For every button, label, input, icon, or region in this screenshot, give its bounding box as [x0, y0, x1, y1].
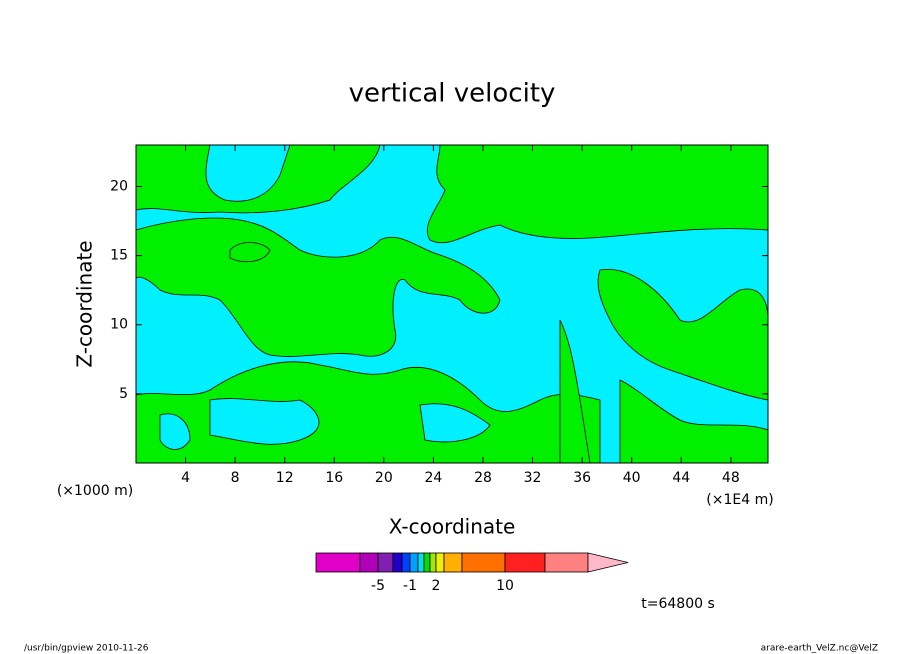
- contour-field: [136, 145, 768, 463]
- colorbar-tick-label: 10: [496, 578, 514, 594]
- colorbar-extension: [587, 552, 629, 573]
- x-tick-label: 36: [573, 470, 591, 486]
- y-unit: (×1000 m): [57, 483, 133, 499]
- x-tick-label: 12: [276, 470, 294, 486]
- colorbar-tick-label: 2: [432, 578, 441, 594]
- colorbar-tick-label: -5: [371, 578, 385, 594]
- x-tick-label: 20: [375, 470, 393, 486]
- colorbar-box: [377, 552, 394, 573]
- colorbar-box: [417, 552, 425, 573]
- time-label: t=64800 s: [641, 596, 715, 612]
- contour-region: [559, 319, 591, 463]
- x-tick-label: 24: [424, 470, 442, 486]
- contour-region: [229, 242, 271, 263]
- colorbar-box: [315, 552, 361, 573]
- y-axis-label: Z-coordinate: [73, 240, 97, 367]
- x-tick-label: 4: [181, 470, 190, 486]
- contour-region: [597, 268, 768, 401]
- x-axis-label: X-coordinate: [389, 515, 516, 539]
- y-tick-label: 15: [110, 248, 128, 264]
- contour-region: [209, 398, 320, 445]
- colorbar-box: [359, 552, 379, 573]
- colorbar-box: [429, 552, 437, 573]
- colorbar-box: [544, 552, 589, 573]
- colorbar-box: [423, 552, 431, 573]
- colorbar-box: [401, 552, 411, 573]
- colorbar-box: [409, 552, 419, 573]
- plot-frame: [135, 144, 769, 464]
- contour-region: [619, 379, 768, 463]
- contour-region: [136, 217, 501, 357]
- colorbar-box: [435, 552, 445, 573]
- x-tick-label: 16: [325, 470, 343, 486]
- contour-region: [159, 413, 191, 450]
- colorbar-tick-label: -1: [403, 578, 417, 594]
- x-tick-label: 48: [722, 470, 740, 486]
- contour-region: [419, 403, 491, 443]
- footer-left: /usr/bin/gpview 2010-11-26: [24, 644, 149, 654]
- colorbar-box: [443, 552, 463, 573]
- colorbar-box: [461, 552, 506, 573]
- contour-region: [427, 145, 768, 244]
- contour-region: [136, 145, 381, 214]
- x-tick-label: 32: [524, 470, 542, 486]
- x-unit: (×1E4 m): [706, 492, 773, 508]
- footer-right: arare-earth_VelZ.nc@VelZ: [761, 644, 878, 654]
- y-tick-label: 20: [110, 178, 128, 194]
- y-tick-label: 10: [110, 317, 128, 333]
- colorbar-box: [392, 552, 403, 573]
- x-tick-label: 44: [672, 470, 690, 486]
- y-tick-label: 5: [119, 386, 128, 402]
- chart-title: vertical velocity: [349, 79, 556, 109]
- x-tick-label: 28: [474, 470, 492, 486]
- x-tick-label: 8: [231, 470, 240, 486]
- colorbar-box: [504, 552, 546, 573]
- x-tick-label: 40: [623, 470, 641, 486]
